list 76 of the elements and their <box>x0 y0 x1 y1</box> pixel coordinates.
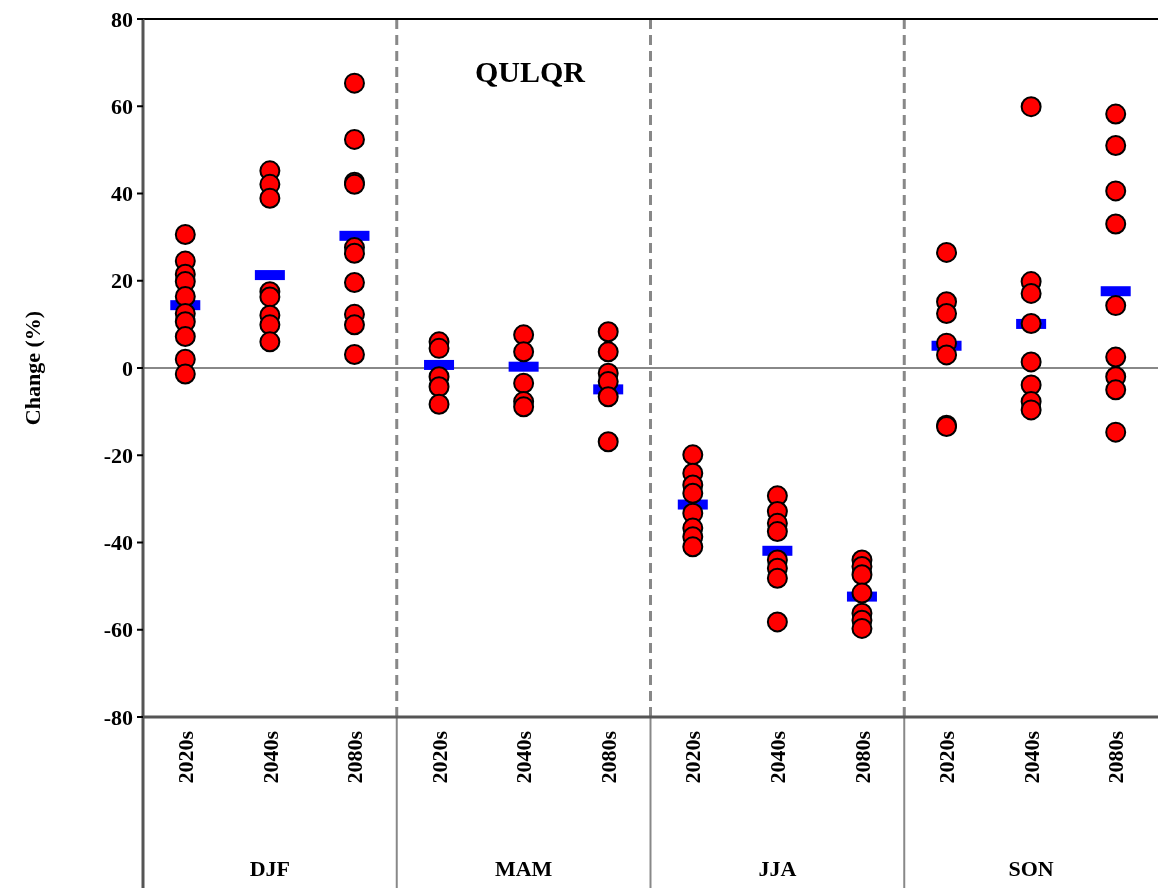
point <box>597 341 619 363</box>
x-tick-label: 2020s <box>172 730 198 784</box>
x-tick-label: 2080s <box>849 730 875 784</box>
point <box>1105 213 1127 235</box>
point <box>1020 351 1042 373</box>
point <box>343 128 365 150</box>
point <box>513 396 535 418</box>
point <box>259 286 281 308</box>
point <box>1105 180 1127 202</box>
x-tick-label: 2040s <box>1018 730 1044 784</box>
point <box>597 431 619 453</box>
point <box>428 337 450 359</box>
x-tick-label: 2040s <box>257 730 283 784</box>
point <box>682 536 704 558</box>
y-tick-label: -40 <box>103 530 133 556</box>
point <box>1020 96 1042 118</box>
text: JJA <box>758 855 797 881</box>
point <box>851 617 873 639</box>
x-tick-label: 2040s <box>765 730 791 784</box>
point <box>428 376 450 398</box>
text: DJF <box>249 855 291 881</box>
point <box>343 272 365 293</box>
point <box>766 611 788 633</box>
point <box>343 72 365 94</box>
text: QULQR <box>474 55 586 88</box>
x-tick-label: 2020s <box>934 730 960 784</box>
point <box>766 567 788 589</box>
y-tick-label: 60 <box>111 93 133 119</box>
point <box>1105 379 1127 401</box>
y-tick-label: 0 <box>122 355 133 381</box>
point <box>597 321 619 343</box>
y-tick-label: 20 <box>111 268 133 294</box>
point <box>259 331 281 353</box>
point <box>428 393 450 415</box>
point <box>343 343 365 365</box>
point <box>343 314 365 336</box>
point <box>174 326 196 348</box>
point <box>1105 421 1127 443</box>
text: SON <box>1008 855 1054 881</box>
x-tick-label: 2040s <box>511 730 537 784</box>
x-tick-label: 2020s <box>426 730 452 784</box>
x-tick-label: 2020s <box>680 730 706 784</box>
point <box>259 314 281 336</box>
point <box>682 482 704 504</box>
point <box>513 341 535 363</box>
point <box>1105 346 1127 368</box>
point <box>1105 135 1127 157</box>
point <box>343 242 365 264</box>
point <box>1020 313 1042 334</box>
point <box>851 564 873 586</box>
point <box>936 241 958 263</box>
point <box>1020 399 1042 421</box>
point <box>1105 295 1127 317</box>
y-tick-label: -80 <box>103 704 133 730</box>
point <box>259 187 281 209</box>
point <box>936 344 958 366</box>
point <box>851 582 873 604</box>
point <box>1020 282 1042 304</box>
x-tick-label: 2080s <box>1103 730 1129 784</box>
point <box>682 444 704 466</box>
point <box>174 224 196 246</box>
y-tick-label: 80 <box>111 6 133 32</box>
point <box>766 521 788 543</box>
point <box>936 302 958 324</box>
point <box>1105 103 1127 125</box>
y-tick-label: 40 <box>111 181 133 207</box>
x-tick-label: 2080s <box>342 730 368 784</box>
text: MAM <box>494 855 553 881</box>
y-tick-label: -20 <box>103 442 133 468</box>
point <box>174 285 196 307</box>
point <box>174 363 196 385</box>
point <box>597 386 619 408</box>
point <box>513 372 535 394</box>
x-tick-label: 2080s <box>595 730 621 784</box>
y-axis-title: Change (%) <box>20 310 45 426</box>
y-tick-label: -60 <box>103 617 133 643</box>
